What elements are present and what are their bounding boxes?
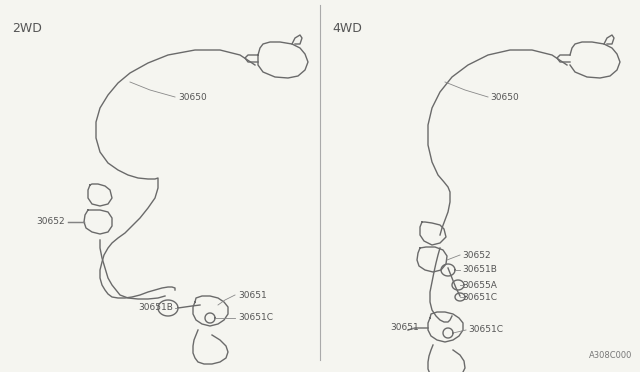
Text: 30650: 30650 xyxy=(178,93,207,102)
Text: 30651B: 30651B xyxy=(138,304,173,312)
Text: 30652: 30652 xyxy=(36,218,65,227)
Text: 30651: 30651 xyxy=(390,324,419,333)
Text: A308C000: A308C000 xyxy=(589,351,632,360)
Text: 30650: 30650 xyxy=(490,93,519,102)
Text: 30651C: 30651C xyxy=(238,314,273,323)
Text: 30651C: 30651C xyxy=(468,326,503,334)
Text: 30651B: 30651B xyxy=(462,266,497,275)
Text: 30655A: 30655A xyxy=(462,280,497,289)
Text: 30652: 30652 xyxy=(462,250,491,260)
Text: 30651C: 30651C xyxy=(462,292,497,301)
Text: 30651: 30651 xyxy=(238,291,267,299)
Text: 4WD: 4WD xyxy=(332,22,362,35)
Text: 2WD: 2WD xyxy=(12,22,42,35)
